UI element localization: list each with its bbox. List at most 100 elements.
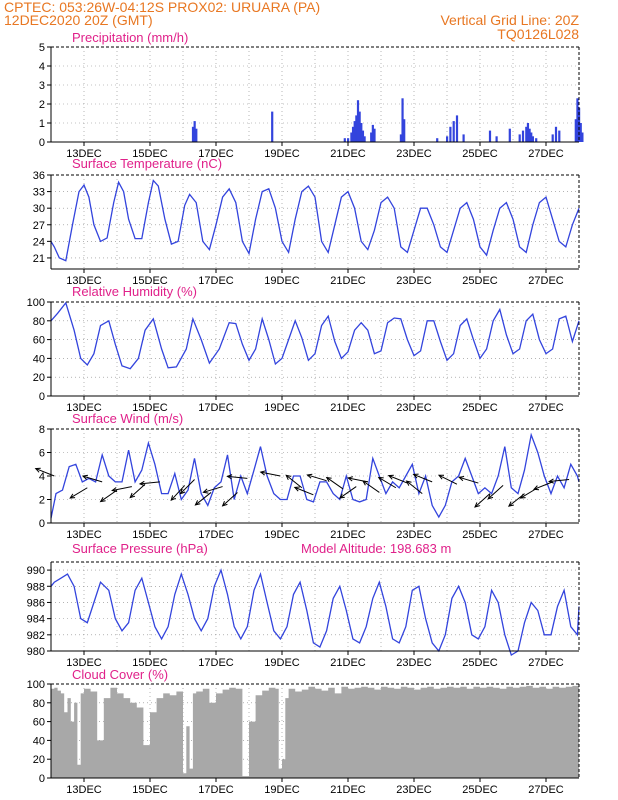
y-tick-label: 80 (33, 316, 45, 328)
wind-arrow-shaft (260, 471, 281, 477)
wind-arrow-shaft (180, 479, 195, 495)
wind-arrow (306, 473, 327, 482)
wind-arrow-shaft (533, 481, 553, 490)
precip-bar (525, 126, 528, 142)
y-tick-label: 986 (27, 597, 45, 609)
precip-bar (350, 132, 353, 142)
precip-bar (574, 119, 577, 142)
wind-arrow-head (99, 496, 106, 503)
precip-bar (455, 115, 459, 142)
x-tick-label: 27DEC (528, 657, 564, 669)
precip-bar (551, 134, 554, 142)
wind-arrow-shaft (170, 485, 186, 501)
y-tick-label: 40 (33, 735, 45, 747)
x-tick-label: 21DEC (330, 657, 366, 669)
temp-line (50, 179, 580, 262)
wind-arrow-head (474, 502, 480, 508)
y-tick-label: 982 (27, 630, 45, 642)
x-tick-label: 21DEC (330, 402, 366, 414)
wind-arrow-head (347, 476, 354, 482)
header-location: CPTEC: 053:26W-04:12S PROX02: URUARA (PA… (4, 0, 320, 15)
y-tick-label: 0 (39, 773, 45, 785)
y-tick-label: 80 (33, 698, 45, 710)
precip-bar (363, 136, 366, 142)
y-tick-label: 0 (39, 137, 45, 149)
precip-bar (558, 130, 561, 142)
precip-bar (526, 123, 530, 142)
precip-bar (370, 132, 373, 142)
precip-bar (195, 128, 198, 142)
wind-arrow-shaft (362, 480, 380, 493)
x-tick-label: 23DEC (396, 148, 432, 160)
wind-arrow-head (226, 474, 233, 480)
x-tick-label: 15DEC (132, 657, 168, 669)
precip-bar (436, 138, 439, 142)
precip-bar (401, 98, 404, 142)
x-tick-label: 25DEC (462, 275, 498, 287)
wind-arrow-head (362, 480, 368, 486)
panel-title: Surface Pressure (hPa) (72, 541, 208, 556)
wind-arrow-shaft (129, 483, 146, 498)
pressure-line (50, 568, 580, 656)
y-tick-label: 8 (39, 424, 45, 436)
precip-bar (449, 126, 452, 142)
wind-arrow-head (548, 478, 555, 484)
y-tick-label: 36 (33, 170, 45, 182)
wind-arrow-head (138, 480, 145, 487)
x-tick-label: 23DEC (396, 784, 432, 796)
x-tick-label: 27DEC (528, 529, 564, 541)
x-tick-label: 21DEC (330, 784, 366, 796)
wind-arrow (69, 487, 88, 499)
wind-arrow (532, 481, 553, 491)
wind-arrow-head (519, 493, 526, 499)
panel-precip: Precipitation (mm/h) 0 1 2 3 4 5 13DEC 15DEC 17DE… (39, 30, 584, 160)
y-tick-label: 4 (39, 61, 45, 73)
rh-line (50, 301, 580, 370)
precip-bar (343, 138, 346, 142)
wind-arrow (474, 493, 491, 508)
wind-arrow-head (285, 474, 292, 481)
x-tick-label: 15DEC (132, 529, 168, 541)
precip-bar (360, 123, 363, 142)
precip-bar (452, 121, 455, 142)
wind-arrow-head (202, 488, 209, 494)
wind-arrow-head (507, 501, 514, 507)
y-tick-label: 5 (39, 42, 45, 54)
wind-arrow-shaft (294, 486, 314, 496)
panel-title: Surface Wind (m/s) (72, 411, 183, 426)
y-tick-label: 60 (33, 335, 45, 347)
wind-arrow (412, 473, 433, 483)
wind-arrow-shaft (413, 473, 433, 483)
y-tick-label: 100 (27, 679, 45, 691)
wind-arrow-head (532, 485, 540, 491)
wind-arrow (362, 480, 380, 493)
wind-arrow (194, 492, 212, 506)
x-tick-label: 25DEC (462, 148, 498, 160)
wind-arrow (338, 486, 357, 499)
x-tick-label: 13DEC (66, 784, 102, 796)
precip-bar (554, 126, 558, 142)
precip-bar (535, 138, 538, 142)
wind-arrow-shaft (339, 486, 357, 499)
wind-arrow-shaft (69, 487, 88, 499)
x-tick-label: 23DEC (396, 529, 432, 541)
wind-arrow-shaft (100, 489, 118, 502)
y-tick-label: 2 (39, 99, 45, 111)
wind-arrow-head (221, 501, 228, 507)
precip-bar (508, 128, 511, 142)
panel-rh: Relative Humidity (%) 0 20 40 60 80 100 13DEC 15… (27, 284, 580, 414)
x-tick-label: 15DEC (132, 275, 168, 287)
y-tick-label: 0 (39, 391, 45, 403)
x-tick-label: 17DEC (198, 148, 234, 160)
wind-arrow-shaft (406, 480, 423, 495)
wind-arrow-head (129, 492, 136, 499)
wind-arrow (325, 476, 344, 490)
x-tick-label: 13DEC (66, 529, 102, 541)
wind-arrow-head (170, 495, 176, 502)
y-tick-label: 2 (39, 495, 45, 507)
precip-bar (528, 128, 531, 142)
wind-arrow-shaft (112, 486, 132, 491)
panel-title: Precipitation (mm/h) (72, 30, 188, 45)
wind-arrow-head (293, 486, 300, 492)
cloud-area (51, 685, 579, 778)
